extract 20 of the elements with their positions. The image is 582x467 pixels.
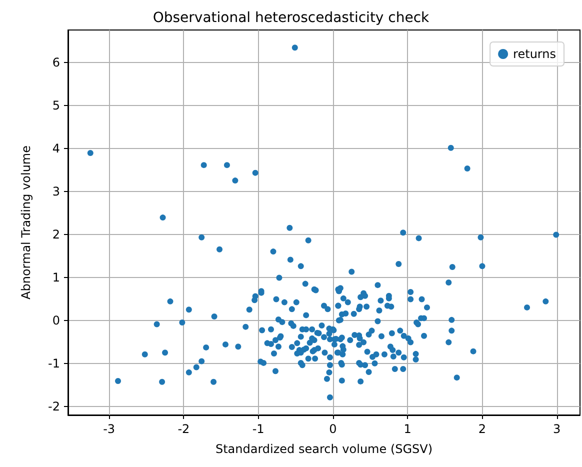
y-tick-label: 3: [52, 184, 60, 198]
y-tick-label: 2: [52, 227, 60, 242]
x-tick-label: -3: [103, 422, 116, 436]
x-axis-title: Standardized search volume (SGSV): [215, 442, 433, 456]
y-tick-label: 6: [52, 55, 60, 70]
x-tick-label: 1: [404, 422, 412, 436]
y-tick-label: -1: [48, 356, 60, 370]
y-axis-title: Abnormal Trading volume: [19, 146, 33, 300]
y-tick-label: -2: [48, 399, 60, 414]
chart-title: Observational heteroscedasticity check: [152, 10, 430, 26]
legend-label: returns: [513, 47, 556, 61]
x-tick-label: 3: [553, 422, 561, 436]
y-tick-label: 0: [52, 313, 60, 328]
y-tick-label: 5: [52, 98, 60, 112]
x-tick-label: 2: [478, 422, 486, 436]
x-tick-label: -1: [252, 422, 264, 436]
x-tick-label: 0: [329, 422, 337, 436]
y-tick-label: 4: [52, 141, 60, 156]
y-tick-label: 1: [52, 270, 60, 284]
x-tick-label: -2: [178, 422, 190, 436]
